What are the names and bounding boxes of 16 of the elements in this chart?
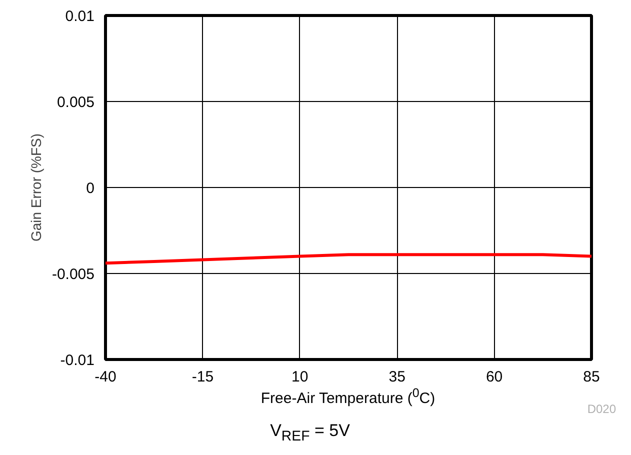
x-tick-label: 35: [388, 368, 406, 386]
x-tick-label: 85: [583, 368, 600, 386]
x-tick-label: -15: [192, 368, 214, 386]
y-axis-title: Gain Error (%FS): [28, 133, 44, 242]
x-tick-label: -40: [94, 368, 116, 386]
y-tick-label: 0.01: [65, 8, 95, 25]
y-tick-label: -0.005: [52, 266, 95, 283]
x-axis-title: Free-Air Temperature ($^{0}$C): [260, 386, 436, 407]
y-tick-label: 0: [86, 180, 94, 197]
x-tick-label: 60: [486, 368, 503, 386]
line-series: [106, 253, 592, 265]
text: V$_{REF}$ = 5V: [269, 420, 351, 446]
y-tick-label: 0.005: [56, 94, 95, 111]
x-tick-label: 10: [292, 368, 308, 386]
text: D020: [587, 401, 616, 418]
y-tick-label: -0.01: [60, 352, 95, 369]
